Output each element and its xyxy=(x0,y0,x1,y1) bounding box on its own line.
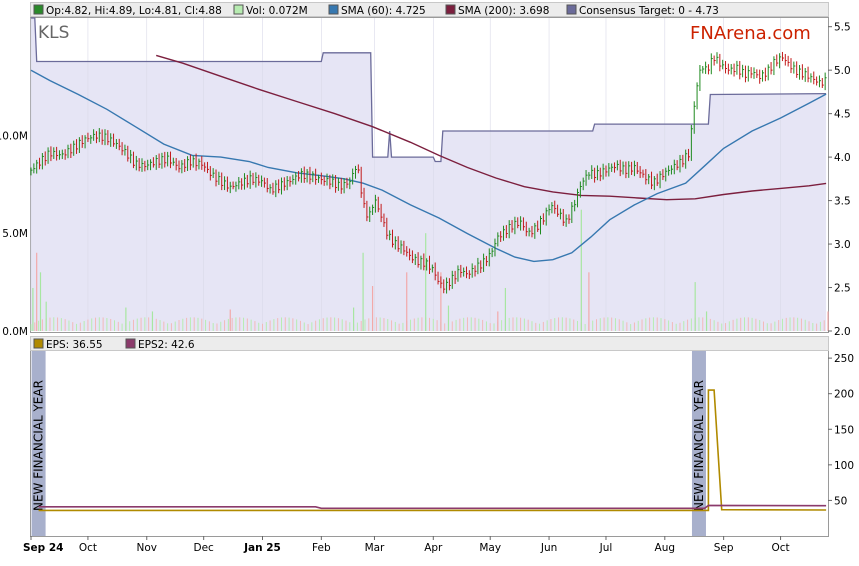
x-tick-label-10: Jul xyxy=(599,542,613,554)
sma200-line xyxy=(156,54,827,201)
legend-label-eps2: EPS2: 42.6 xyxy=(138,339,195,351)
x-tick-label-3: Dec xyxy=(194,542,215,554)
price-tick-label-7: 5.5 xyxy=(834,22,851,34)
legend-label-sma200: SMA (200): 3.698 xyxy=(458,5,549,17)
price-tick-label-4: 4.0 xyxy=(834,152,851,164)
legend-label-volume: Vol: 0.072M xyxy=(246,5,308,17)
x-tick-label-7: Apr xyxy=(424,542,443,554)
legend-swatch-consensus xyxy=(566,4,577,15)
volume-tick-label-2: 10.0M xyxy=(0,130,28,142)
eps-tick-label-3: 200 xyxy=(834,389,854,401)
x-tick-label-13: Oct xyxy=(771,542,789,554)
legend-swatch-sma200 xyxy=(445,4,456,15)
financial-year-label-0: NEW FINANCIAL YEAR xyxy=(32,380,46,511)
x-tick-label-4: Jan 25 xyxy=(243,542,281,554)
financial-year-band-1 xyxy=(691,351,706,536)
legend-consensus: Consensus Target: 0 - 4.73 xyxy=(566,4,719,17)
legend-ohlc: Op:4.82, Hi:4.89, Lo:4.81, Cl:4.88 xyxy=(33,4,222,17)
eps-tick-label-2: 150 xyxy=(834,424,854,436)
legend-label-ohlc: Op:4.82, Hi:4.89, Lo:4.81, Cl:4.88 xyxy=(46,5,222,17)
consensus-target-area xyxy=(31,18,827,331)
eps-tick-label-0: 50 xyxy=(834,495,847,507)
x-tick-label-1: Oct xyxy=(79,542,97,554)
consensus-target-line xyxy=(31,17,827,163)
price-tick-label-5: 4.5 xyxy=(834,109,851,121)
legend-swatch-sma60 xyxy=(328,4,339,15)
symbol-label: KLS xyxy=(38,23,69,43)
eps-tick-label-1: 100 xyxy=(834,460,854,472)
legend-bar-price xyxy=(30,2,829,17)
sma60-line xyxy=(30,69,827,263)
legend-sma60: SMA (60): 4.725 xyxy=(328,4,426,17)
legend-label-eps: EPS: 36.55 xyxy=(46,339,103,351)
price-tick-label-0: 2.0 xyxy=(834,326,851,338)
x-tick-label-12: Sep xyxy=(714,542,734,554)
legend-swatch-ohlc xyxy=(33,4,44,15)
x-tick-label-6: Mar xyxy=(365,542,385,554)
price-layer xyxy=(30,17,829,331)
price-tick-label-1: 2.5 xyxy=(834,283,851,295)
x-tick-label-11: Aug xyxy=(655,542,676,554)
legend-swatch-eps xyxy=(33,338,44,349)
price-tick-label-3: 3.5 xyxy=(834,196,851,208)
legend-eps2: EPS2: 42.6 xyxy=(125,338,195,351)
x-tick-label-0: Sep 24 xyxy=(23,542,63,554)
eps-tick-label-4: 250 xyxy=(834,353,854,365)
eps-series-eps xyxy=(38,389,827,512)
price-tick-label-2: 3.0 xyxy=(834,239,851,251)
x-tick-label-8: May xyxy=(479,542,501,554)
legend-eps: EPS: 36.55 xyxy=(33,338,103,351)
volume-tick-label-0: 0.0M xyxy=(2,326,28,338)
legend-volume: Vol: 0.072M xyxy=(233,4,308,17)
x-tick-label-9: Jun xyxy=(540,542,557,554)
volume-tick-label-1: 5.0M xyxy=(2,228,28,240)
financial-year-label-1: NEW FINANCIAL YEAR xyxy=(692,380,706,511)
eps-layer: NEW FINANCIAL YEAR NEW FINANCIAL YEAR xyxy=(31,351,827,536)
legend-bar-eps xyxy=(30,336,829,351)
eps-series-eps2 xyxy=(38,504,827,510)
price-tick-label-6: 5.0 xyxy=(834,65,851,77)
financial-year-band-0 xyxy=(31,351,46,536)
legend-swatch-eps2 xyxy=(125,338,136,349)
x-tick-label-5: Feb xyxy=(312,542,331,554)
axis-layer: 2.0 2.5 3.0 3.5 4.0 4.5 5.0 5.5 0.0M 5.0M 10.0M 50 1… xyxy=(0,22,854,554)
legend-label-consensus: Consensus Target: 0 - 4.73 xyxy=(579,5,719,17)
legend-sma200: SMA (200): 3.698 xyxy=(445,4,549,17)
legend-swatch-volume xyxy=(233,4,244,15)
brand-label: FNArena.com xyxy=(690,23,811,44)
x-tick-label-2: Nov xyxy=(137,542,158,554)
legend-label-sma60: SMA (60): 4.725 xyxy=(341,5,426,17)
